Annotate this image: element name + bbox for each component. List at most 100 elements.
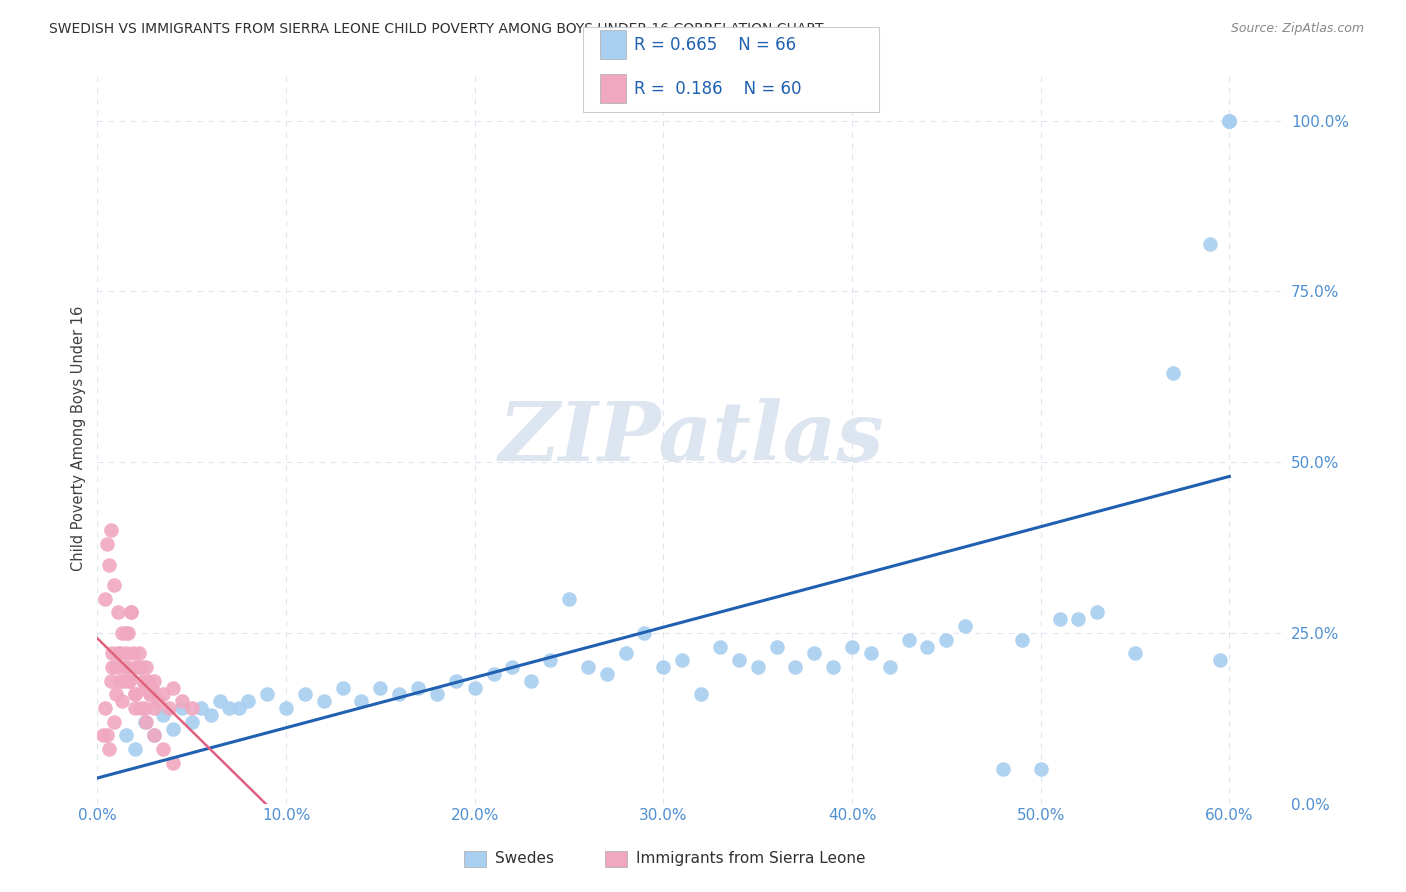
Point [370, 681, 392, 695]
Point [935, 632, 957, 647]
Point [596, 666, 619, 681]
Point [274, 701, 297, 715]
Point [294, 687, 316, 701]
Point [97, 558, 120, 572]
Point [146, 694, 169, 708]
Point [388, 687, 411, 701]
Point [1011, 632, 1033, 647]
Point [118, 673, 141, 688]
Point [1218, 113, 1240, 128]
Point [172, 694, 194, 708]
Point [128, 647, 150, 661]
Text: R =  0.186    N = 60: R = 0.186 N = 60 [634, 79, 801, 98]
Point [332, 681, 354, 695]
Point [652, 660, 675, 674]
Point [538, 653, 561, 667]
Point [218, 701, 240, 715]
Point [118, 673, 141, 688]
Point [134, 714, 156, 729]
Point [124, 687, 146, 701]
Point [124, 687, 146, 701]
Point [117, 626, 139, 640]
Point [142, 701, 165, 715]
Point [841, 640, 863, 654]
Point [157, 701, 180, 715]
Point [406, 681, 429, 695]
Point [350, 694, 373, 708]
Point [520, 673, 543, 688]
Point [709, 640, 731, 654]
Point [134, 681, 156, 695]
Point [312, 694, 335, 708]
Point [1049, 612, 1071, 626]
Point [208, 694, 231, 708]
Point [180, 714, 202, 729]
Point [139, 687, 162, 701]
Point [1199, 236, 1222, 251]
Point [114, 626, 136, 640]
Point [111, 694, 134, 708]
Point [1085, 606, 1108, 620]
Point [100, 524, 122, 538]
Point [228, 701, 250, 715]
Point [180, 701, 202, 715]
Point [162, 681, 184, 695]
Point [139, 687, 162, 701]
Point [96, 537, 118, 551]
Point [1218, 113, 1240, 128]
Y-axis label: Child Poverty Among Boys Under 16: Child Poverty Among Boys Under 16 [72, 306, 86, 571]
Point [107, 647, 129, 661]
Point [614, 647, 637, 661]
Point [112, 673, 135, 688]
Point [142, 728, 165, 742]
Point [107, 606, 129, 620]
Point [142, 728, 165, 742]
Point [190, 701, 212, 715]
Point [1067, 612, 1090, 626]
Point [464, 681, 486, 695]
Point [152, 742, 174, 756]
Point [105, 660, 128, 674]
Point [917, 640, 939, 654]
Point [558, 591, 581, 606]
Point [103, 714, 125, 729]
Point [101, 660, 124, 674]
Point [1218, 113, 1240, 128]
Text: Swedes: Swedes [495, 852, 554, 866]
Text: R = 0.665    N = 66: R = 0.665 N = 66 [634, 36, 796, 54]
Point [747, 660, 769, 674]
Point [1123, 647, 1146, 661]
Point [444, 673, 467, 688]
Point [91, 728, 114, 742]
Point [135, 714, 157, 729]
Point [482, 666, 505, 681]
Point [879, 660, 901, 674]
Point [122, 647, 145, 661]
Point [727, 653, 749, 667]
Point [256, 687, 278, 701]
Point [112, 660, 135, 674]
Point [120, 606, 142, 620]
Point [765, 640, 787, 654]
Point [152, 687, 174, 701]
Point [114, 728, 136, 742]
Point [114, 647, 136, 661]
Point [108, 673, 131, 688]
Point [1161, 367, 1184, 381]
Point [124, 701, 146, 715]
Point [823, 660, 845, 674]
Point [172, 701, 194, 715]
Point [128, 660, 150, 674]
Point [136, 673, 159, 688]
Point [117, 660, 139, 674]
Point [103, 578, 125, 592]
Text: ZIPatlas: ZIPatlas [499, 399, 884, 478]
Point [576, 660, 599, 674]
Point [100, 673, 122, 688]
Point [96, 728, 118, 742]
Point [1209, 653, 1232, 667]
Point [142, 673, 165, 688]
Point [671, 653, 693, 667]
Text: SWEDISH VS IMMIGRANTS FROM SIERRA LEONE CHILD POVERTY AMONG BOYS UNDER 16 CORREL: SWEDISH VS IMMIGRANTS FROM SIERRA LEONE … [49, 22, 824, 37]
Text: Source: ZipAtlas.com: Source: ZipAtlas.com [1230, 22, 1364, 36]
